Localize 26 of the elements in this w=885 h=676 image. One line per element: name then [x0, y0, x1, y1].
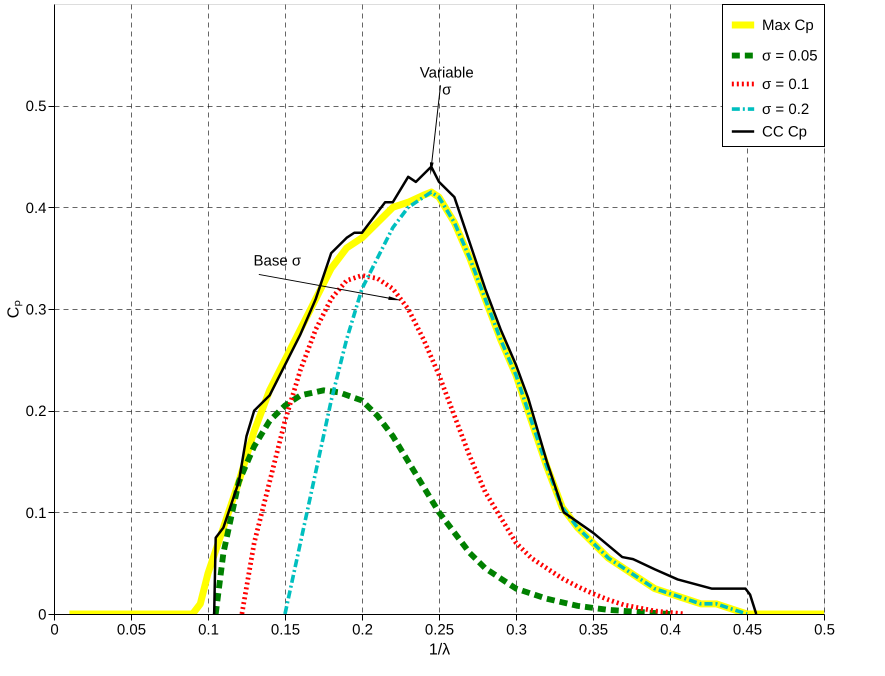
y-tick-label: 0 [38, 606, 46, 624]
y-tick-label: 0.3 [26, 302, 46, 318]
legend-label: σ = 0.1 [762, 76, 810, 93]
annotation: Base σ [253, 252, 302, 270]
x-tick-label: 0.25 [424, 622, 454, 638]
x-tick-label: 0.45 [732, 622, 762, 638]
y-tick-label: 0.2 [26, 403, 46, 420]
x-tick-label: 0 [50, 622, 59, 638]
x-tick-label: 0.35 [578, 622, 608, 638]
y-axis-title: Cₚ [6, 300, 23, 318]
legend-label: σ = 0.05 [762, 48, 818, 64]
x-tick-label: 0.4 [660, 622, 681, 638]
x-tick-label: 0.2 [352, 622, 373, 638]
x-tick-label: 0.5 [814, 622, 835, 638]
x-tick-label: 0.3 [506, 622, 527, 638]
x-tick-label: 0.1 [198, 622, 219, 638]
legend-label: σ = 0.2 [762, 101, 810, 118]
y-tick-label: 0.4 [26, 200, 46, 217]
y-tick-label: 0.1 [26, 504, 46, 522]
y-tick-label: 0.5 [26, 98, 46, 116]
annotation: Variable σ [420, 64, 474, 98]
x-tick-label: 0.15 [270, 622, 300, 638]
legend-label: CC Cp [762, 124, 808, 140]
x-axis-title: 1/λ [428, 642, 450, 658]
x-tick-label: 0.05 [116, 622, 146, 638]
legend-label: Max Cp [762, 17, 814, 34]
